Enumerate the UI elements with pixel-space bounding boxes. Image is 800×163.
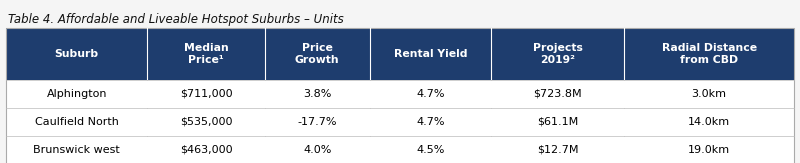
Text: Alphington: Alphington: [46, 89, 107, 99]
Text: 4.0%: 4.0%: [303, 145, 331, 155]
Text: Rental Yield: Rental Yield: [394, 49, 467, 59]
Text: $535,000: $535,000: [180, 117, 232, 127]
Text: $723.8M: $723.8M: [534, 89, 582, 99]
Bar: [624, 80, 794, 108]
Text: 19.0km: 19.0km: [688, 145, 730, 155]
Text: 4.7%: 4.7%: [416, 117, 445, 127]
Text: Price
Growth: Price Growth: [295, 43, 339, 65]
Text: 3.8%: 3.8%: [303, 89, 331, 99]
Text: Caulfield North: Caulfield North: [34, 117, 118, 127]
Bar: [6, 28, 794, 163]
Bar: [370, 28, 491, 80]
Bar: [624, 28, 794, 80]
Text: Projects
2019²: Projects 2019²: [533, 43, 582, 65]
Bar: [370, 80, 491, 108]
Text: $61.1M: $61.1M: [537, 117, 578, 127]
Bar: [265, 136, 370, 163]
Bar: [6, 136, 147, 163]
Bar: [265, 80, 370, 108]
Text: 14.0km: 14.0km: [688, 117, 730, 127]
Text: -17.7%: -17.7%: [298, 117, 337, 127]
Bar: [370, 108, 491, 136]
Text: 3.0km: 3.0km: [692, 89, 726, 99]
Bar: [147, 80, 265, 108]
Bar: [491, 80, 624, 108]
Bar: [370, 136, 491, 163]
Bar: [6, 108, 147, 136]
Text: Suburb: Suburb: [54, 49, 98, 59]
Text: 4.5%: 4.5%: [416, 145, 445, 155]
Bar: [624, 136, 794, 163]
Bar: [6, 28, 147, 80]
Text: Table 4. Affordable and Liveable Hotspot Suburbs – Units: Table 4. Affordable and Liveable Hotspot…: [8, 13, 344, 26]
Bar: [491, 108, 624, 136]
Bar: [6, 80, 147, 108]
Text: 4.7%: 4.7%: [416, 89, 445, 99]
Bar: [624, 108, 794, 136]
Bar: [491, 28, 624, 80]
Text: Brunswick west: Brunswick west: [34, 145, 120, 155]
Text: $463,000: $463,000: [180, 145, 232, 155]
Bar: [265, 108, 370, 136]
Bar: [147, 136, 265, 163]
Bar: [491, 136, 624, 163]
Bar: [147, 28, 265, 80]
Text: $711,000: $711,000: [180, 89, 232, 99]
Text: $12.7M: $12.7M: [537, 145, 578, 155]
Bar: [265, 28, 370, 80]
Text: Median
Price¹: Median Price¹: [184, 43, 229, 65]
Text: Radial Distance
from CBD: Radial Distance from CBD: [662, 43, 757, 65]
Bar: [147, 108, 265, 136]
